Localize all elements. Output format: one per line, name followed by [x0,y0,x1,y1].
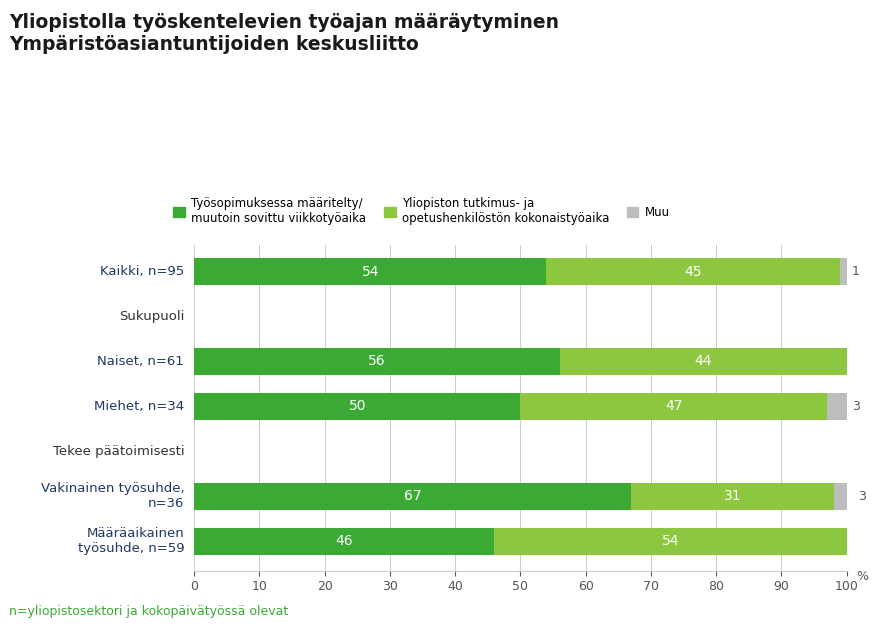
Bar [827,393,847,420]
Bar [194,483,632,510]
Text: Yliopistolla työskentelevien työajan määräytyminen
Ympäristöasiantuntijoiden kes: Yliopistolla työskentelevien työajan mää… [9,13,559,53]
Bar [194,258,547,285]
Text: Vakinainen työsuhde,
n=36: Vakinainen työsuhde, n=36 [41,482,184,510]
Text: 1: 1 [852,265,860,278]
Text: 54: 54 [662,534,679,549]
Bar [547,258,841,285]
Text: 3: 3 [852,400,860,413]
Text: %: % [856,570,869,583]
Text: 54: 54 [362,265,379,278]
Text: Kaikki, n=95: Kaikki, n=95 [100,265,184,278]
Text: 44: 44 [694,354,712,369]
Text: 56: 56 [368,354,385,369]
Text: Määräaikainen
työsuhde, n=59: Määräaikainen työsuhde, n=59 [78,527,184,556]
Text: 31: 31 [724,489,741,503]
Bar [520,393,827,420]
Text: 45: 45 [684,265,702,278]
Bar [194,528,494,555]
Bar [194,348,559,375]
Bar [841,258,847,285]
Bar [632,483,833,510]
Text: Naiset, n=61: Naiset, n=61 [98,355,184,368]
Text: Tekee päätoimisesti: Tekee päätoimisesti [53,445,184,458]
Text: 46: 46 [335,534,353,549]
Text: 50: 50 [348,399,366,413]
Text: Sukupuoli: Sukupuoli [119,310,184,323]
Text: n=yliopistosektori ja kokopäivätyössä olevat: n=yliopistosektori ja kokopäivätyössä ol… [9,604,288,618]
Bar [833,483,853,510]
Text: 47: 47 [665,399,683,413]
Bar [494,528,847,555]
Text: 67: 67 [404,489,422,503]
Text: 3: 3 [858,490,866,503]
Legend: Työsopimuksessa määritelty/
muutoin sovittu viikkotyöaika, Yliopiston tutkimus- : Työsopimuksessa määritelty/ muutoin sovi… [174,197,669,225]
Bar [559,348,847,375]
Bar [194,393,520,420]
Text: Miehet, n=34: Miehet, n=34 [94,400,184,413]
